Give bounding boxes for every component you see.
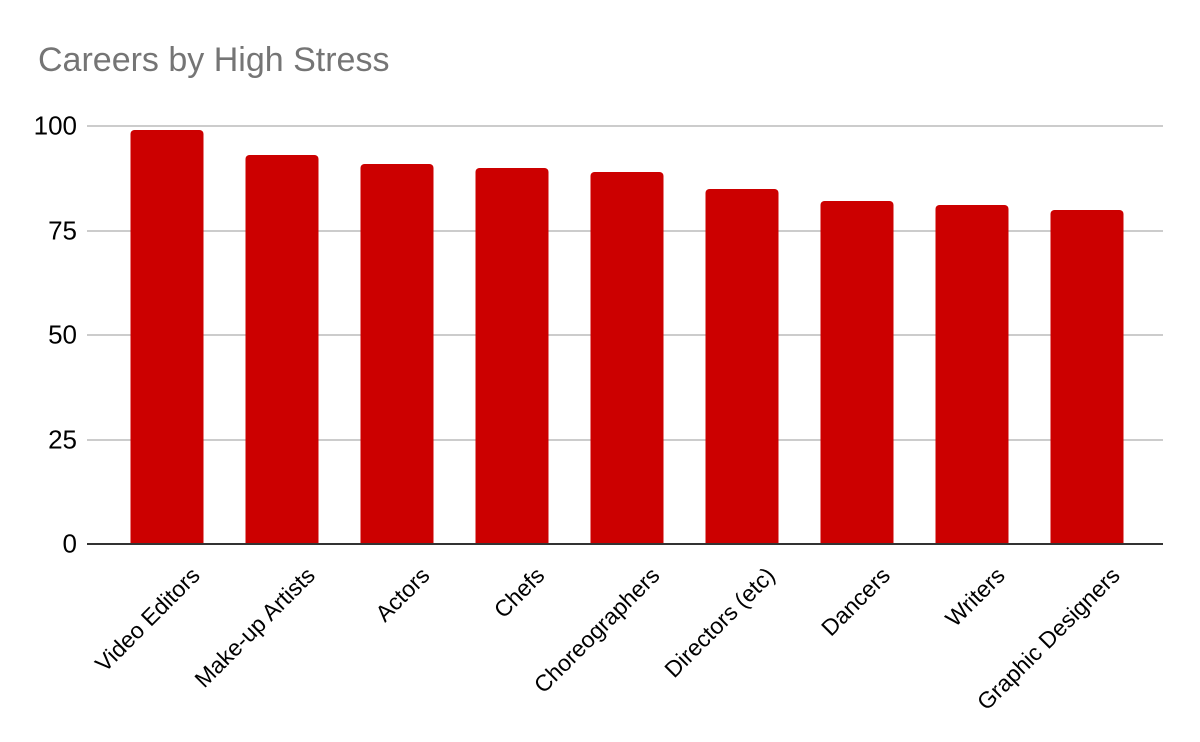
x-axis-labels: Video Editors Make-up Artists Actors Chefs C… [90,562,1144,742]
bar-slot [799,126,914,544]
bar-make-up-artists [245,155,318,544]
bar-video-editors [130,130,203,544]
bar-slot [684,126,799,544]
y-tick-label-100: 100 [33,110,77,141]
bar-slot [109,126,224,544]
x-tick-label: Actors [370,562,435,627]
bar-slot [339,126,454,544]
bars-container [109,126,1144,544]
bar-directors-etc [705,188,778,544]
y-tick-label-25: 25 [48,423,77,454]
bar-graphic-designers [1050,209,1123,544]
x-tick-label: Make-up Artists [189,562,320,693]
x-tick-label: Directors (etc) [659,562,780,683]
bar-writers [935,205,1008,544]
bar-slot [1029,126,1144,544]
bar-dancers [820,201,893,544]
bar-choreographers [590,171,663,544]
x-tick-label: Choreographers [528,562,665,698]
plot-area [87,125,1163,545]
x-tick-label: Writers [940,562,1010,632]
y-axis-labels: 0 25 50 75 100 [0,112,77,556]
y-tick-label-75: 75 [48,214,77,245]
x-axis-line [87,543,1163,545]
x-tick-label: Dancers [815,562,895,641]
chart-title: Careers by High Stress [38,41,390,79]
bar-chefs [475,167,548,544]
bar-actors [360,163,433,544]
y-tick-label-50: 50 [48,319,77,350]
bar-slot [454,126,569,544]
bar-slot [914,126,1029,544]
gridline-100 [87,125,1163,127]
x-tick-label: Video Editors [90,562,205,677]
y-tick-label-0: 0 [62,528,77,559]
x-tick-label: Chefs [489,562,550,623]
bar-slot [569,126,684,544]
bar-slot [224,126,339,544]
